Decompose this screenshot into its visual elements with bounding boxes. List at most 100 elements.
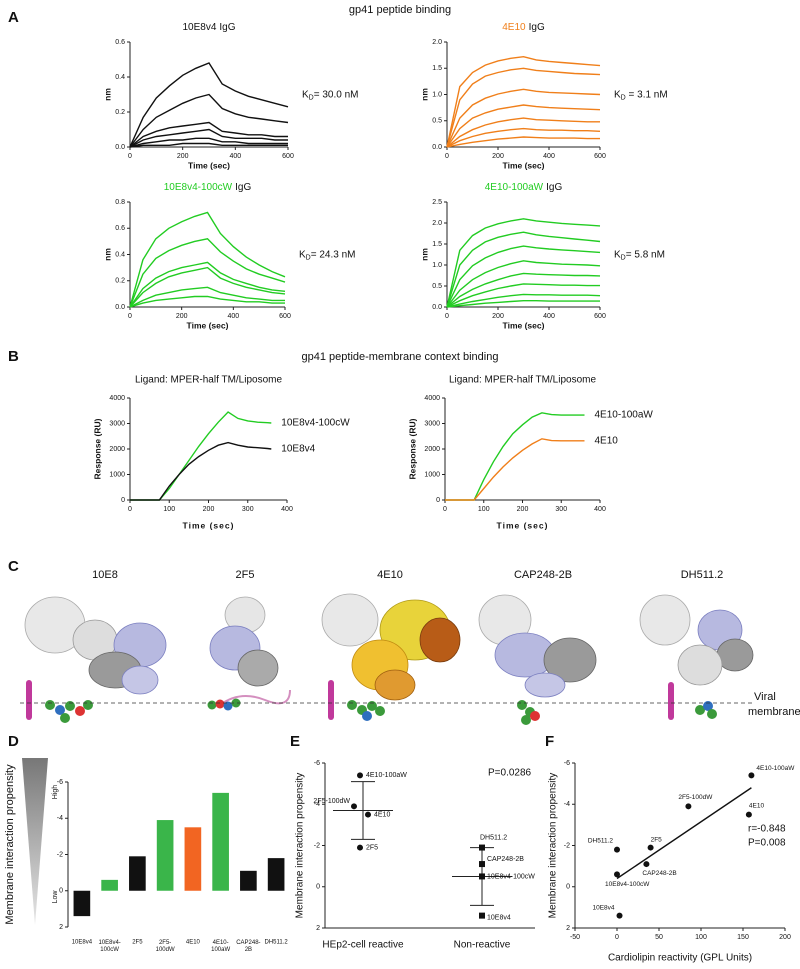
chart-title: 4E10 IgG: [502, 22, 545, 33]
y-tick-label: 0.6: [115, 39, 125, 46]
y-tick-label: 4000: [424, 395, 440, 402]
y-tick-label: 0.2: [115, 278, 125, 285]
y-tick-label: 0.4: [115, 74, 125, 81]
y-axis-label: Membrane interaction propensity: [295, 773, 306, 919]
y-tick-label: 0: [59, 888, 63, 895]
curve: [129, 142, 288, 148]
y-tick-label: 3000: [424, 420, 440, 427]
y-axis-label: nm: [419, 88, 429, 101]
y-tick-label: 0: [121, 497, 125, 504]
series-label: 10E8v4: [281, 444, 315, 455]
y-axis-label: Membrane interaction propensity: [548, 773, 559, 919]
y-tick-label: 0.0: [432, 304, 442, 311]
y-tick-label: -2: [564, 842, 570, 849]
curve: [129, 238, 286, 308]
curve: [446, 272, 601, 308]
chart-title: 4E10-100aW IgG: [485, 182, 563, 193]
x-tick-label: 4E10-100aW: [211, 940, 230, 953]
point: [479, 873, 485, 880]
point-label: 4E10-100aW: [756, 765, 795, 772]
curve: [129, 137, 288, 148]
curve: [446, 104, 601, 148]
kd-prefix: K: [299, 249, 306, 260]
x-tick-label: 0: [445, 313, 449, 320]
point: [357, 844, 363, 851]
y-axis-label: Response (RU): [407, 418, 417, 479]
y-axis-label: nm: [102, 88, 112, 101]
kd-sub: D: [309, 95, 314, 102]
annotation: P=0.008: [748, 838, 786, 849]
chart-title: 10E8v4-100cW IgG: [164, 182, 252, 193]
antibody-name: 4E10-100aW: [485, 182, 544, 193]
chart-subtitle: Ligand: MPER-half TM/Liposome: [449, 375, 597, 386]
kd-annotation: KD = 3.1 nM: [614, 89, 668, 102]
antibody-name: 4E10: [502, 22, 526, 33]
x-tick-label: 600: [279, 313, 291, 320]
y-tick-label: 2.5: [432, 199, 442, 206]
point: [614, 871, 620, 878]
x-axis-label: Cardiolipin reactivity (GPL Units): [608, 953, 752, 964]
x-tick-label: 400: [594, 506, 606, 513]
y-tick-label: 1.5: [432, 241, 442, 248]
y-tick-label: 1000: [109, 471, 125, 478]
x-tick-label: 400: [543, 153, 555, 160]
curve: [446, 127, 601, 148]
bar: [156, 820, 174, 891]
x-tick-label: 100: [695, 934, 707, 941]
kd-prefix: K: [614, 89, 621, 100]
y-tick-label: -6: [564, 760, 570, 767]
curve: [129, 121, 288, 148]
curve: [446, 231, 601, 308]
kd-text: = 24.3 nM: [311, 249, 356, 260]
kd-prefix: K: [302, 89, 309, 100]
x-tick-label: 600: [594, 313, 606, 320]
curve: [446, 218, 601, 308]
section-title: gp41 peptide binding: [349, 4, 451, 16]
kd-prefix: K: [614, 249, 621, 260]
point-label: 10E8v4-100cW: [487, 873, 535, 880]
curve: [446, 117, 600, 148]
annotation: P=0.0286: [488, 768, 532, 779]
structure-cap248: [478, 594, 597, 725]
structure-10e8: [24, 596, 167, 723]
title-suffix: IgG: [235, 182, 251, 193]
point: [479, 912, 485, 919]
y-tick-label: -4: [57, 815, 63, 822]
y-tick-label: 0: [436, 497, 440, 504]
point: [685, 803, 692, 810]
x-tick-label: 200: [203, 506, 215, 513]
section-title: gp41 peptide-membrane context binding: [302, 351, 499, 363]
x-tick-label: 50: [655, 934, 663, 941]
point: [614, 846, 620, 853]
x-tick-label: 0: [443, 506, 447, 513]
point: [357, 772, 363, 779]
point: [479, 861, 485, 868]
y-axis-label: Response (RU): [92, 418, 102, 479]
point: [745, 811, 752, 818]
x-tick-label: 200: [177, 153, 189, 160]
antibody-name: 10E8v4-100cW: [164, 182, 233, 193]
x-tick-label: 400: [229, 153, 241, 160]
point-label: 2F5-100dW: [678, 794, 713, 801]
x-tick-label: 200: [779, 934, 791, 941]
x-tick-label: 200: [492, 153, 504, 160]
fit-line: [616, 787, 752, 880]
point-label: 2F5: [366, 844, 378, 851]
kd-sub: D: [306, 255, 311, 262]
x-tick-label: 2F5-100dW: [156, 940, 175, 953]
y-tick-label: 0.0: [432, 144, 442, 151]
x-tick-label: 0: [445, 153, 449, 160]
point-label: 4E10: [374, 811, 390, 818]
x-tick-label: CAP248-2B: [236, 940, 260, 953]
structure-dh511: [639, 594, 754, 720]
y-tick-label: 2: [316, 925, 320, 932]
curve: [446, 260, 601, 308]
y-tick-label: 2: [566, 925, 570, 932]
curve: [130, 441, 272, 501]
x-tick-label: 200: [492, 313, 504, 320]
y-tick-label: 1.0: [432, 262, 442, 269]
structure-name: 4E10: [377, 569, 403, 581]
x-tick-label: 200: [176, 313, 188, 320]
x-tick-label: 10E8v4-100cW: [98, 940, 120, 953]
